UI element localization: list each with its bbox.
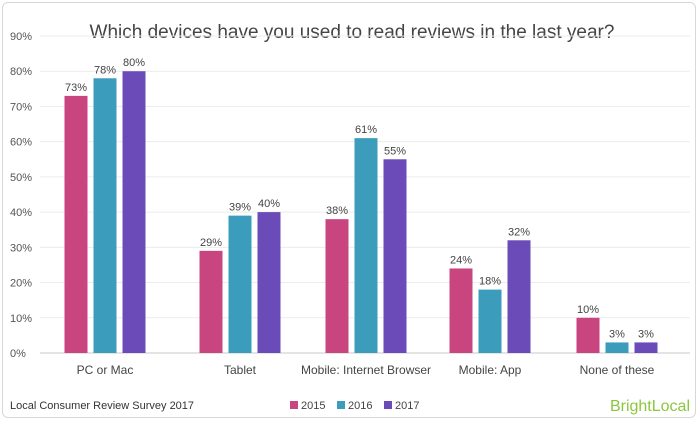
value-label: 78%: [94, 64, 116, 76]
brand-logo: BrightLocal: [610, 398, 690, 415]
bar-2017-4: [634, 342, 658, 353]
category-label: Tablet: [224, 363, 257, 377]
y-tick-label: 30%: [10, 242, 32, 254]
value-label: 61%: [355, 124, 377, 136]
category-label: None of these: [580, 363, 655, 377]
bar-2015-2: [325, 219, 349, 353]
legend-swatch-2017: [384, 401, 392, 409]
y-tick-label: 90%: [10, 31, 32, 43]
y-tick-label: 80%: [10, 66, 32, 78]
category-label: Mobile: Internet Browser: [301, 363, 431, 377]
y-tick-label: 0%: [10, 348, 26, 360]
y-axis: 0% 10% 20% 30% 40% 50% 60% 70% 80% 90%: [10, 31, 32, 360]
y-tick-label: 50%: [10, 172, 32, 184]
bar-2016-0: [93, 78, 117, 354]
value-label: 3%: [638, 328, 654, 340]
x-axis: PC or Mac Tablet Mobile: Internet Browser M…: [77, 363, 655, 377]
value-label: 38%: [326, 205, 348, 217]
legend-swatch-2016: [337, 401, 345, 409]
value-label: 39%: [229, 202, 251, 214]
y-tick-label: 40%: [10, 207, 32, 219]
legend-label: 2015: [301, 400, 325, 412]
value-label: 55%: [384, 145, 406, 157]
bar-2016-4: [605, 342, 629, 353]
value-label: 80%: [123, 57, 145, 69]
bar-2016-2: [354, 138, 378, 353]
y-tick-label: 60%: [10, 137, 32, 149]
value-label: 32%: [508, 226, 530, 238]
value-label: 29%: [200, 237, 222, 249]
category-label: Mobile: App: [459, 363, 522, 377]
value-label: 10%: [577, 304, 599, 316]
bars: [64, 71, 658, 354]
legend-swatch-2015: [290, 401, 298, 409]
chart-title: Which devices have you used to read revi…: [90, 22, 615, 43]
value-label: 40%: [258, 198, 280, 210]
bar-2017-3: [507, 240, 531, 353]
bar-2017-1: [257, 212, 281, 353]
bar-2017-0: [122, 71, 146, 353]
y-tick-label: 10%: [10, 313, 32, 325]
bar-2015-0: [64, 95, 88, 353]
value-labels: 73% 78% 80% 29% 39% 40% 38% 61% 55% 24% 18% 32% 10% 3…: [65, 57, 654, 340]
legend: 2015 2016 2017: [290, 400, 419, 412]
value-label: 3%: [609, 328, 625, 340]
bar-2017-2: [383, 159, 407, 353]
bar-2015-3: [449, 268, 473, 353]
bar-2015-4: [576, 317, 600, 353]
value-label: 24%: [450, 254, 472, 266]
bar-2015-1: [199, 250, 223, 353]
value-label: 18%: [479, 276, 501, 288]
source-note: Local Consumer Review Survey 2017: [10, 400, 194, 412]
y-tick-label: 70%: [10, 101, 32, 113]
category-label: PC or Mac: [77, 363, 134, 377]
legend-label: 2017: [395, 400, 419, 412]
bar-2016-3: [478, 289, 502, 353]
y-tick-label: 20%: [10, 278, 32, 290]
bar-2016-1: [228, 215, 252, 353]
legend-label: 2016: [348, 400, 372, 412]
value-label: 73%: [65, 82, 87, 94]
